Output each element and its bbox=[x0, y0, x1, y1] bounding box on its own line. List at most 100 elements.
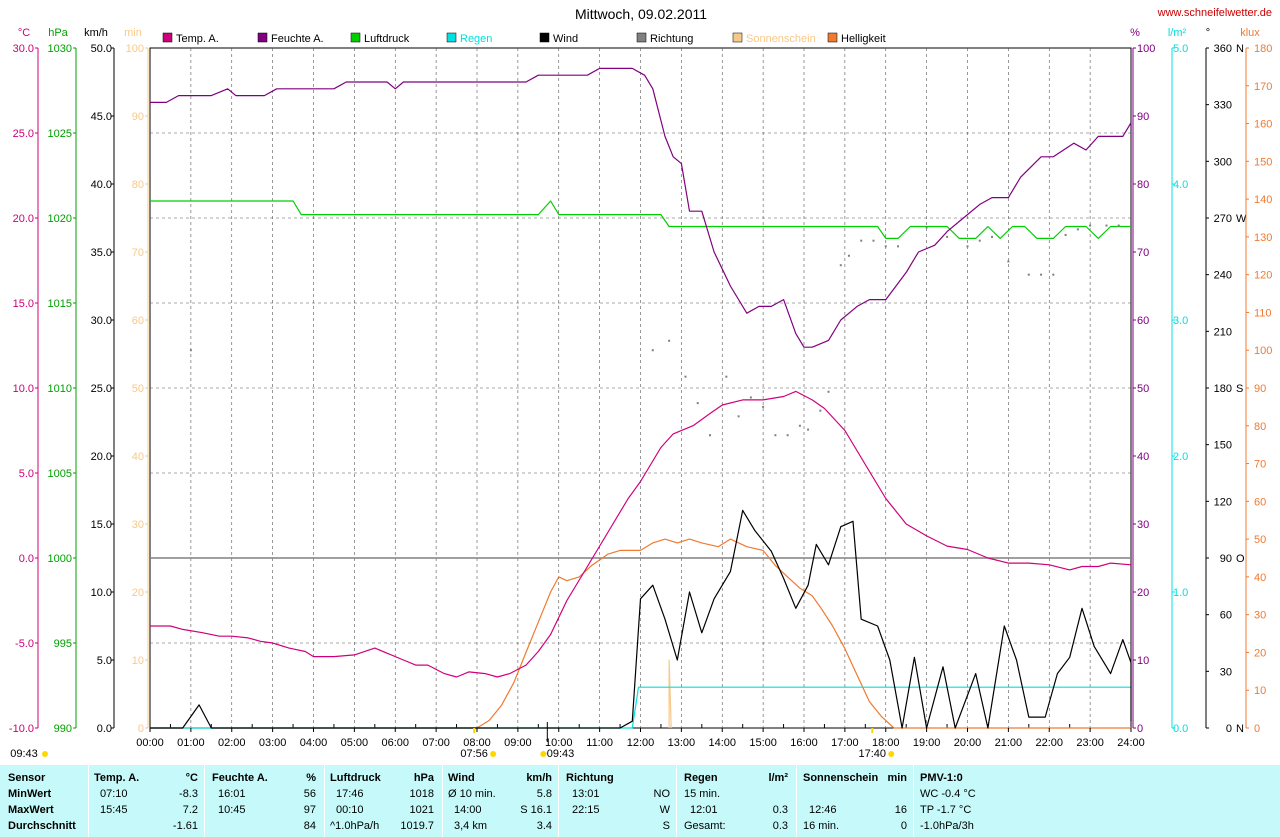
direction-tick-label: 270 bbox=[1214, 213, 1232, 225]
row-label-sensor: Sensor bbox=[8, 772, 46, 784]
series-richtung-point bbox=[1105, 224, 1108, 227]
series-richtung-point bbox=[1064, 234, 1067, 236]
wind-tick-label: 0.0 bbox=[97, 723, 112, 735]
x-tick-label: 14:00 bbox=[708, 737, 736, 749]
sun-tick-label: 100 bbox=[126, 43, 144, 55]
luftdruck-title: Luftdruck bbox=[330, 772, 381, 784]
series-richtung-point bbox=[807, 428, 810, 431]
rain-axis-unit: l/m² bbox=[1168, 27, 1187, 39]
series-richtung-point bbox=[1089, 224, 1092, 227]
temp-tick-label: 10.0 bbox=[13, 383, 34, 395]
lux-tick-label: 170 bbox=[1254, 81, 1272, 93]
x-tick-label: 07:00 bbox=[422, 737, 450, 749]
series-helligkeit-line bbox=[150, 538, 1131, 729]
rain-tick-label: 1.0 bbox=[1173, 587, 1188, 599]
sun-icon bbox=[42, 751, 48, 757]
stats-pmv: PMV-1:0 WC -0.4 °C TP -1.7 °C -1.0hPa/3h bbox=[920, 765, 1040, 837]
stats-richtung: Richtung 13:01 NO 22:15 W S bbox=[566, 765, 674, 837]
humidity-axis-unit: % bbox=[1130, 27, 1140, 39]
pressure-tick-label: 1025 bbox=[48, 128, 72, 140]
series-richtung-point bbox=[737, 415, 740, 418]
temp-tick-label: 30.0 bbox=[13, 43, 34, 55]
wind-unit: km/h bbox=[526, 772, 552, 784]
wind-tick-label: 15.0 bbox=[91, 519, 112, 531]
chart-title: Mittwoch, 09.02.2011 bbox=[575, 6, 707, 22]
lux-tick-label: 10 bbox=[1254, 685, 1266, 697]
direction-compass-label: N bbox=[1236, 723, 1244, 735]
direction-compass-label: O bbox=[1236, 553, 1245, 565]
sonne-max-time: 12:46 bbox=[809, 804, 837, 816]
luftdruck-max-value: 1021 bbox=[409, 804, 434, 816]
richtung-title: Richtung bbox=[566, 772, 614, 784]
humidity-tick-label: 60 bbox=[1137, 315, 1149, 327]
stats-divider bbox=[442, 765, 443, 837]
x-tick-label: 22:00 bbox=[1035, 737, 1063, 749]
sun-tick-label: 40 bbox=[132, 451, 144, 463]
temp-tick-label: 15.0 bbox=[13, 298, 34, 310]
stats-divider bbox=[676, 765, 677, 837]
humidity-tick-label: 80 bbox=[1137, 179, 1149, 191]
wind-avg10-label: Ø 10 min. bbox=[448, 788, 496, 800]
x-tick-label: 24:00 bbox=[1117, 737, 1145, 749]
wind-axis-unit: km/h bbox=[84, 27, 108, 39]
feuchte-min-value: 56 bbox=[303, 788, 316, 800]
x-tick-label: 23:00 bbox=[1076, 737, 1104, 749]
wind-title: Wind bbox=[448, 772, 475, 784]
legend-swatch-richtung bbox=[636, 32, 647, 43]
series-temp-a-line bbox=[150, 390, 1132, 678]
series-richtung-point bbox=[774, 434, 777, 437]
rain-tick-label: 4.0 bbox=[1173, 179, 1188, 191]
now-label: 09:43 bbox=[10, 748, 38, 760]
website-url: www.schneifelwetter.de bbox=[1157, 7, 1272, 19]
wind-distance: 3,4 km bbox=[454, 820, 488, 832]
humidity-tick-label: 50 bbox=[1137, 383, 1149, 395]
series-richtung-point bbox=[1076, 228, 1079, 231]
direction-tick-label: 210 bbox=[1214, 326, 1232, 338]
x-tick-label: 12:00 bbox=[627, 737, 655, 749]
x-tick-label: 19:00 bbox=[913, 737, 941, 749]
wind-max-value: S 16.1 bbox=[520, 804, 552, 816]
statistics-panel: Sensor MinWert MaxWert Durchschnitt Temp… bbox=[0, 765, 1280, 837]
stats-regen: Regen l/m² 15 min. 12:01 0.3 Gesamt: 0.3 bbox=[684, 765, 794, 837]
temp-tick-label: 5.0 bbox=[19, 468, 34, 480]
series-wind-line bbox=[150, 509, 1132, 729]
plot-area bbox=[150, 67, 1132, 729]
lux-axis-unit: klux bbox=[1240, 27, 1260, 39]
sun-tick-label: 60 bbox=[132, 315, 144, 327]
series-richtung-point bbox=[1052, 273, 1055, 276]
lux-tick-label: 160 bbox=[1254, 119, 1272, 131]
sun-tick-label: 20 bbox=[132, 587, 144, 599]
sonne-title: Sonnenschein bbox=[803, 772, 879, 784]
series-richtung-point bbox=[847, 254, 850, 257]
legend-swatch-luftdruck bbox=[350, 32, 361, 43]
temp-tick-label: 20.0 bbox=[13, 213, 34, 225]
sunrise-label: 07:56 bbox=[460, 748, 488, 760]
legend-swatch-hell bbox=[827, 32, 838, 43]
x-tick-label: 16:00 bbox=[790, 737, 818, 749]
x-tick-label: 17:00 bbox=[831, 737, 859, 749]
humidity-tick-label: 70 bbox=[1137, 247, 1149, 259]
temp-tick-label: -5.0 bbox=[15, 638, 34, 650]
lux-tick-label: 180 bbox=[1254, 43, 1272, 55]
humidity-tick-label: 40 bbox=[1137, 451, 1149, 463]
regen-total-label: Gesamt: bbox=[684, 820, 726, 832]
noon-icon bbox=[540, 751, 547, 757]
rain-tick-label: 5.0 bbox=[1173, 43, 1188, 55]
temp-axis-unit: °C bbox=[18, 27, 30, 39]
temp-tick-label: -10.0 bbox=[9, 723, 34, 735]
x-tick-label: 02:00 bbox=[218, 737, 246, 749]
legend-label-temp: Temp. A. bbox=[176, 33, 219, 45]
feuchte-unit: % bbox=[306, 772, 316, 784]
pressure-tick-label: 1015 bbox=[48, 298, 72, 310]
series-richtung-point bbox=[872, 239, 875, 242]
lux-tick-label: 130 bbox=[1254, 232, 1272, 244]
series-richtung-point bbox=[1040, 273, 1043, 276]
luftdruck-unit: hPa bbox=[413, 772, 434, 784]
regen-title: Regen bbox=[684, 772, 718, 784]
feuchte-min-time: 16:01 bbox=[218, 788, 246, 800]
lux-tick-label: 140 bbox=[1254, 194, 1272, 206]
series-richtung-point bbox=[819, 409, 822, 412]
direction-tick-label: 360 bbox=[1214, 43, 1232, 55]
legend: Temp. A. Feuchte A. Luftdruck Regen Wind Rich… bbox=[162, 32, 886, 45]
direction-tick-label: 180 bbox=[1214, 383, 1232, 395]
